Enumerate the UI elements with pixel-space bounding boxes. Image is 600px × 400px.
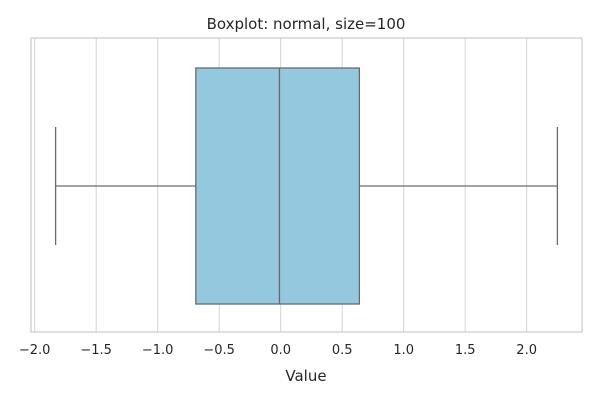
x-tick-label: −2.0: [19, 343, 51, 358]
x-tick-label: 1.5: [455, 343, 476, 358]
x-ticks: −2.0 −1.5 −1.0 −0.5 0.0 0.5 1.0 1.5 2.0: [19, 343, 537, 358]
x-tick-label: 0.5: [332, 343, 353, 358]
x-tick-label: −0.5: [203, 343, 235, 358]
plot-frame: [30, 37, 583, 333]
x-tick-label: 2.0: [516, 343, 537, 358]
x-tick-label: −1.5: [80, 343, 112, 358]
x-tick-label: −1.0: [142, 343, 174, 358]
x-tick-label: 0.0: [270, 343, 291, 358]
x-axis-label: Value: [285, 367, 326, 385]
box-group: [54, 67, 559, 305]
iqr-box: [195, 67, 361, 305]
chart-title: Boxplot: normal, size=100: [207, 15, 406, 33]
x-tick-label: 1.0: [393, 343, 414, 358]
